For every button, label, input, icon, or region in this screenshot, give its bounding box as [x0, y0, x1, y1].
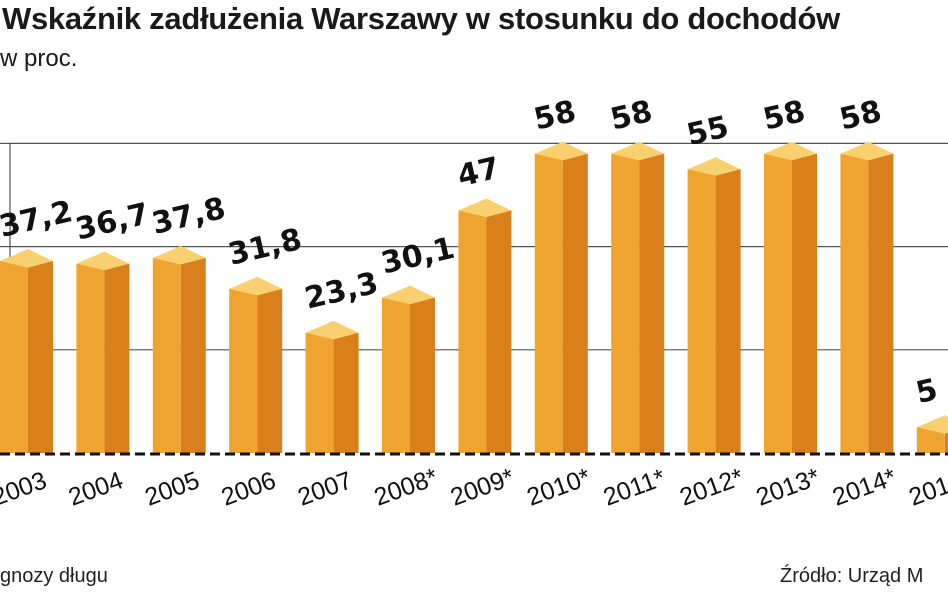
category-label: 2009*: [447, 463, 518, 512]
bar-side: [333, 332, 359, 453]
category-label: 201: [905, 471, 948, 512]
bar-2010*: [534, 141, 588, 453]
category-label: 2004: [65, 466, 127, 511]
chart-title: Wskaźnik zadłużenia Warszawy w stosunku …: [2, 1, 840, 36]
bar-top: [229, 276, 283, 296]
bar-top: [764, 141, 817, 161]
bar-top: [76, 251, 130, 271]
category-label: 2005: [141, 466, 203, 511]
value-label: 36,7: [72, 197, 152, 248]
bar-front: [152, 257, 181, 453]
bar-2004: [76, 251, 130, 453]
bar-front: [229, 288, 258, 453]
value-label: 23,3: [302, 266, 382, 317]
value-label: 58: [760, 94, 809, 137]
bar-front: [0, 261, 28, 453]
bar-front: [382, 297, 410, 453]
bar-side: [639, 153, 665, 453]
category-label: 2014*: [829, 463, 900, 512]
source-note: Źródło: Urząd M: [780, 565, 924, 587]
bar-top: [840, 141, 894, 161]
footnote: gnozy długu: [0, 565, 108, 587]
bar-2006: [229, 276, 283, 453]
bar-2012*: [687, 157, 741, 453]
bar-top: [152, 245, 206, 265]
bar-2011*: [611, 141, 665, 453]
value-label: 37,2: [0, 194, 76, 245]
bar-top: [458, 198, 512, 218]
bar-2014*: [840, 141, 894, 453]
bar-201: [916, 415, 948, 453]
bar-top: [687, 157, 741, 176]
category-label: 2011*: [600, 464, 669, 512]
bar-side: [104, 263, 130, 453]
bar-2013*: [764, 141, 817, 453]
category-label: 2010*: [523, 463, 594, 512]
category-label: 2013*: [752, 463, 823, 512]
category-label: 2012*: [676, 463, 747, 512]
bar-top: [916, 415, 948, 434]
bar-top: [0, 249, 53, 268]
bar-side: [715, 169, 741, 453]
value-label: 30,1: [378, 231, 458, 282]
bar-2003: [0, 249, 53, 453]
bar-side: [944, 427, 948, 453]
bar-top: [534, 141, 588, 161]
value-label: 55: [684, 110, 733, 153]
category-label: 2006: [218, 466, 280, 511]
bar-side: [28, 261, 53, 453]
bar-front: [76, 263, 105, 453]
category-label: 2003: [0, 466, 50, 511]
bar-front: [916, 427, 945, 453]
bar-side: [410, 297, 435, 453]
bar-side: [486, 210, 512, 453]
category-label: 2008*: [370, 463, 441, 512]
bar-2007: [305, 320, 359, 453]
bar-side: [257, 288, 283, 453]
bar-front: [305, 332, 334, 453]
bar-front: [458, 210, 487, 453]
value-label: 31,8: [225, 222, 305, 273]
value-label: 58: [531, 94, 580, 137]
bar-side: [792, 153, 817, 453]
category-label: 2007: [294, 466, 356, 511]
value-label: 37,8: [149, 191, 229, 242]
bar-2005: [152, 245, 206, 453]
chart-subtitle: w proc.: [0, 45, 78, 72]
bar-front: [687, 169, 716, 453]
bar-front: [534, 153, 563, 453]
value-label: 47: [454, 151, 503, 194]
value-label: 58: [836, 94, 885, 137]
bar-top: [305, 320, 359, 340]
bar-side: [180, 257, 206, 453]
value-label: 58: [607, 94, 656, 137]
bar-2008*: [382, 285, 435, 453]
bars: [0, 141, 948, 453]
bar-front: [764, 153, 792, 453]
bar-2009*: [458, 198, 512, 453]
category-labels: 2003 2004 2005 2006 2007 2008* 2009* 2010* 2011*…: [0, 463, 948, 512]
bar-side: [562, 153, 588, 453]
bar-side: [868, 153, 894, 453]
value-label: 5: [913, 372, 941, 411]
bar-top: [382, 285, 435, 305]
bar-top: [611, 141, 665, 161]
bar-front: [611, 153, 640, 453]
bar-front: [840, 153, 869, 453]
